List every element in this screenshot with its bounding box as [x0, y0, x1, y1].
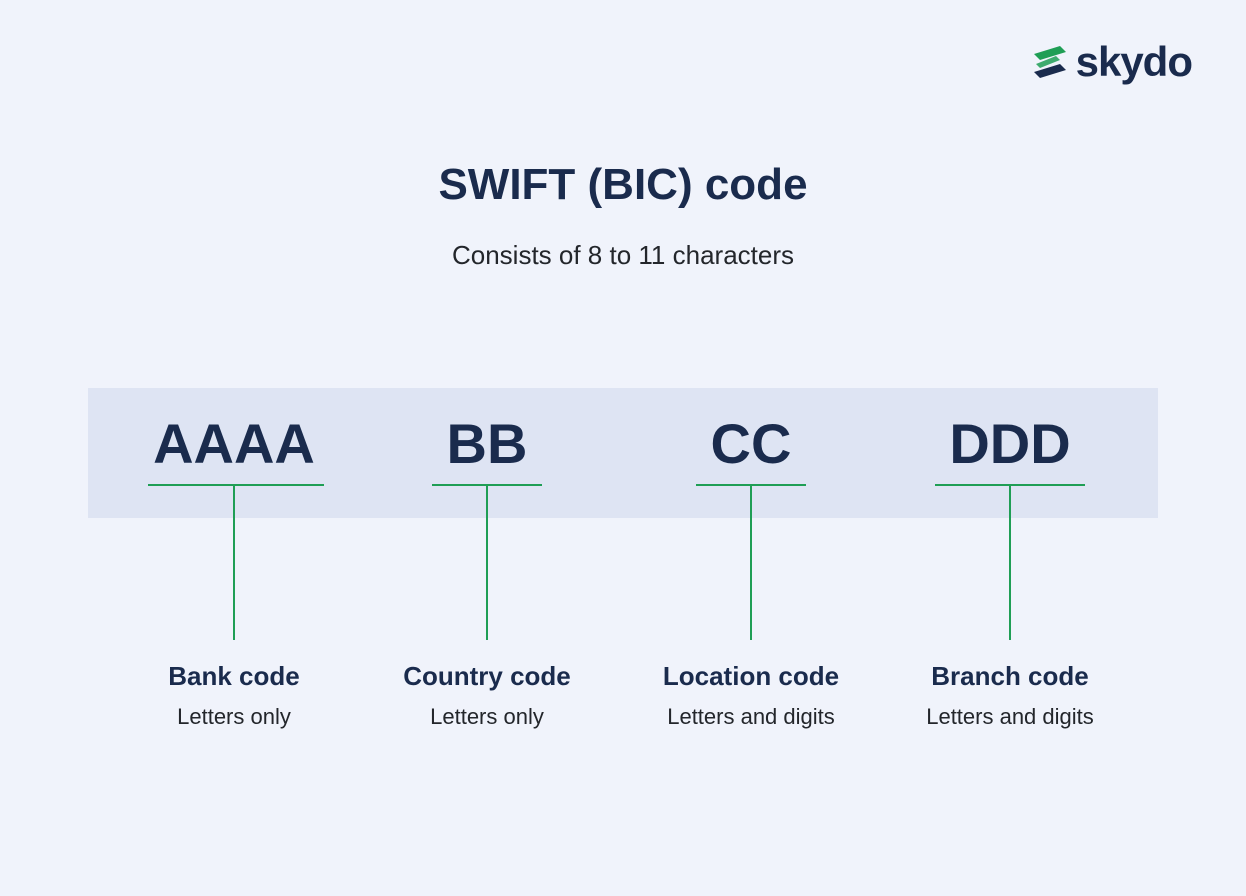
label-sub: Letters and digits [601, 704, 901, 730]
code-text: DDD [860, 416, 1160, 472]
label-sub: Letters only [337, 704, 637, 730]
segment-stem-3 [1009, 484, 1011, 640]
label-sub: Letters and digits [860, 704, 1160, 730]
code-text: CC [601, 416, 901, 472]
page-subtitle: Consists of 8 to 11 characters [0, 240, 1246, 271]
segment-stem-2 [750, 484, 752, 640]
segment-stem-0 [233, 484, 235, 640]
label-title: Branch code [860, 661, 1160, 692]
brand-name: skydo [1076, 38, 1192, 86]
segment-label-2: Location code Letters and digits [601, 661, 901, 730]
header: SWIFT (BIC) code Consists of 8 to 11 cha… [0, 160, 1246, 271]
brand-logo: skydo [1030, 38, 1192, 86]
brand-icon [1030, 42, 1070, 82]
segment-underline-0 [148, 484, 324, 486]
segment-label-3: Branch code Letters and digits [860, 661, 1160, 730]
segment-code-1: BB [337, 416, 637, 472]
segment-label-1: Country code Letters only [337, 661, 637, 730]
code-text: BB [337, 416, 637, 472]
label-title: Location code [601, 661, 901, 692]
label-title: Country code [337, 661, 637, 692]
segment-code-3: DDD [860, 416, 1160, 472]
segment-stem-1 [486, 484, 488, 640]
segment-code-2: CC [601, 416, 901, 472]
page-title: SWIFT (BIC) code [0, 160, 1246, 210]
